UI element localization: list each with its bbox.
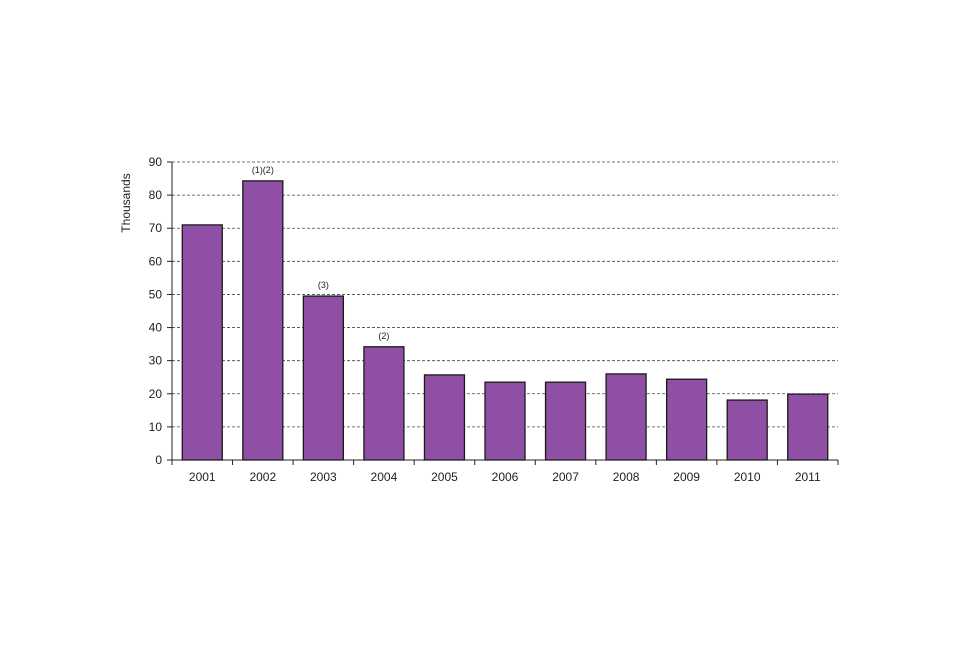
bar [484, 381, 526, 461]
x-tick-label: 2009 [673, 470, 700, 484]
bar [544, 381, 587, 461]
bar-annotation: (1)(2) [252, 165, 274, 175]
bar [605, 373, 647, 461]
y-tick-label: 10 [149, 420, 163, 434]
x-tick-label: 2007 [552, 470, 579, 484]
x-tick-label: 2003 [310, 470, 337, 484]
bar [242, 180, 284, 461]
x-tick-label: 2005 [431, 470, 458, 484]
bar [423, 374, 466, 461]
y-tick-label: 50 [149, 287, 163, 301]
y-tick-label: 70 [149, 221, 163, 235]
bar [665, 378, 708, 461]
x-tick-label: 2006 [492, 470, 519, 484]
y-tick-label: 40 [149, 321, 163, 335]
x-tick-label: 2004 [371, 470, 398, 484]
bar [302, 295, 345, 461]
bar-annotation: (3) [318, 280, 329, 290]
bar [726, 399, 768, 461]
bar [363, 346, 405, 461]
x-tick-label: 2002 [249, 470, 276, 484]
x-tick-label: 2008 [613, 470, 640, 484]
y-tick-label: 80 [149, 188, 163, 202]
bar [181, 224, 223, 461]
bar-annotation: (2) [378, 331, 389, 341]
y-axis-label: Thousands [119, 173, 133, 232]
y-tick-label: 30 [149, 354, 163, 368]
y-tick-label: 60 [149, 254, 163, 268]
x-tick-label: 2011 [795, 470, 821, 484]
y-tick-label: 0 [155, 453, 162, 467]
y-tick-label: 90 [149, 155, 163, 169]
x-tick-label: 2010 [734, 470, 761, 484]
x-tick-label: 2001 [189, 470, 216, 484]
bar [787, 393, 829, 461]
y-tick-label: 20 [149, 387, 163, 401]
